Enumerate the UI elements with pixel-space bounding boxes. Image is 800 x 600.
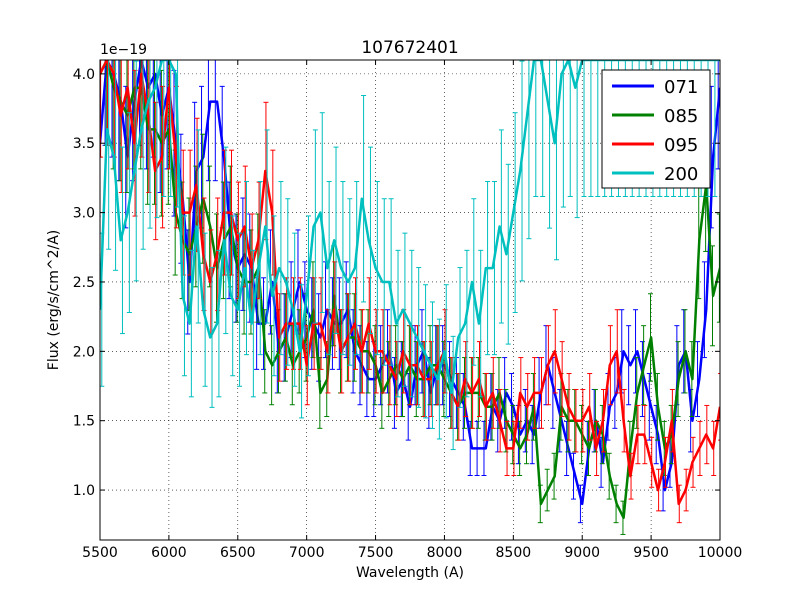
legend-label-085: 085 — [664, 106, 698, 127]
x-tick-label: 9500 — [633, 545, 669, 561]
series-095 — [100, 60, 720, 524]
series-200 — [100, 60, 720, 451]
x-axis-label: Wavelength (A) — [356, 565, 464, 581]
y-tick-label: 1.5 — [73, 414, 95, 430]
legend: 071 085 095 200 — [601, 69, 711, 189]
x-tick-label: 5500 — [82, 545, 118, 561]
x-tick-label: 8000 — [427, 545, 463, 561]
x-tick-label: 8500 — [496, 545, 532, 561]
y-tick-label: 2.0 — [73, 344, 95, 360]
series-line-095 — [100, 60, 720, 506]
legend-label-095: 095 — [664, 135, 698, 156]
series-layer — [100, 60, 720, 535]
x-tick-label: 10000 — [698, 545, 743, 561]
x-tick-label: 7500 — [358, 545, 394, 561]
x-tick-label: 9000 — [564, 545, 600, 561]
legend-label-200: 200 — [664, 164, 698, 185]
x-tick-label: 6000 — [151, 545, 187, 561]
y-tick-label: 1.0 — [73, 483, 95, 499]
y-tick-label: 2.5 — [73, 275, 95, 291]
ticks: 5500 6000 6500 7000 7500 8000 8500 9000 9500 1000… — [73, 60, 743, 561]
legend-box — [601, 69, 711, 189]
x-tick-label: 7000 — [289, 545, 325, 561]
legend-label-071: 071 — [664, 77, 698, 98]
y-axis-label: Flux (erg/s/cm^2/A) — [46, 230, 62, 370]
y-tick-label: 4.0 — [73, 67, 95, 83]
y-tick-label: 3.0 — [73, 206, 95, 222]
y-offset-label: 1e−19 — [100, 42, 147, 58]
x-tick-label: 6500 — [220, 545, 256, 561]
series-line-200 — [100, 60, 720, 395]
axes-frame — [99, 59, 721, 541]
chart-title: 107672401 — [361, 38, 458, 58]
y-tick-label: 3.5 — [73, 136, 95, 152]
